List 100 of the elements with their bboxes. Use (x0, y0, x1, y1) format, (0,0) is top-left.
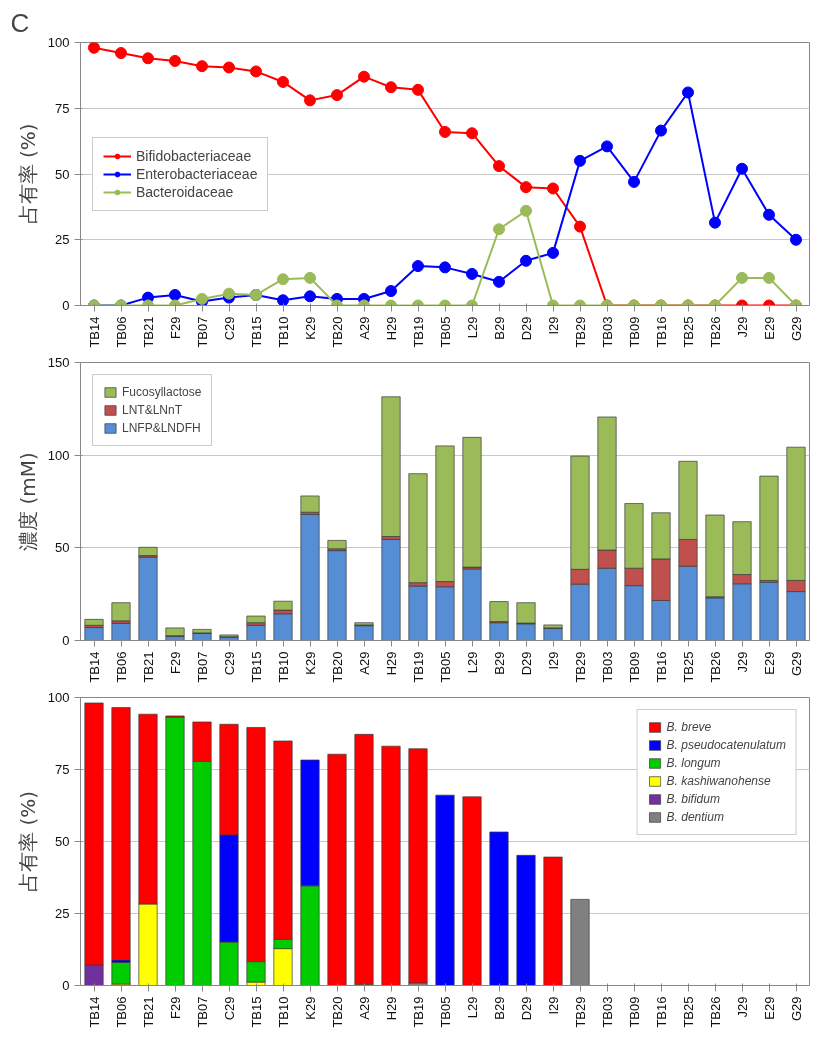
x-tick-label: K29 (302, 651, 318, 675)
y-tick-label: 100 (47, 35, 70, 50)
y-tick-label: 100 (47, 690, 70, 705)
x-tick-label: TB20 (329, 996, 345, 1028)
x-tick-label: TB29 (572, 996, 588, 1028)
x-tick-label: TB15 (248, 316, 264, 348)
y-tick-label: 25 (55, 906, 70, 921)
x-tick-label: TB29 (572, 316, 588, 348)
x-tick-label: F29 (167, 316, 183, 339)
legend-label: Bacteroidaceae (136, 183, 234, 200)
x-tick-label: TB19 (410, 996, 426, 1028)
y-tick-label: 50 (55, 540, 70, 556)
x-tick-label: I29 (545, 651, 561, 670)
x-tick-label: K29 (302, 996, 318, 1020)
legend-label: B. dentium (666, 810, 724, 824)
x-tick-label: I29 (545, 316, 561, 335)
x-tick-label: TB26 (707, 651, 723, 683)
x-tick-label: TB26 (707, 996, 723, 1028)
x-tick-label: TB06 (113, 651, 129, 683)
x-tick-label: TB03 (599, 996, 615, 1028)
y-tick-label: 0 (62, 298, 70, 313)
x-tick-label: TB10 (275, 996, 291, 1028)
x-tick-label: J29 (734, 651, 750, 673)
x-tick-label: TB07 (194, 651, 210, 683)
y-tick-label: 100 (47, 447, 70, 463)
x-tick-label: L29 (464, 651, 480, 674)
x-tick-label: TB19 (410, 651, 426, 683)
x-tick-label: C29 (221, 651, 237, 676)
x-tick-label: G29 (788, 651, 804, 677)
legend-label: Fucosyllactose (122, 385, 202, 399)
x-tick-label: TB14 (86, 316, 102, 348)
x-tick-label: A29 (356, 996, 372, 1020)
y-axis-title: 占有率 (%) (15, 791, 40, 892)
legend-label: Bifidobacteriaceae (136, 147, 252, 164)
x-tick-label: L29 (464, 996, 480, 1019)
x-tick-label: TB25 (680, 651, 696, 683)
x-tick-label: C29 (221, 316, 237, 341)
y-tick-label: 75 (55, 762, 70, 777)
x-tick-label: B29 (491, 316, 507, 340)
y-tick-label: 150 (47, 355, 70, 370)
x-tick-label: C29 (221, 996, 237, 1021)
x-tick-label: TB15 (248, 996, 264, 1028)
x-tick-label: D29 (518, 651, 534, 676)
x-tick-label: TB05 (437, 651, 453, 683)
x-tick-label: TB06 (113, 996, 129, 1028)
legend-label: B. kashiwanohense (666, 774, 771, 788)
x-tick-label: TB09 (626, 996, 642, 1028)
x-tick-label: TB07 (194, 316, 210, 348)
x-tick-label: B29 (491, 651, 507, 675)
x-tick-label: TB03 (599, 651, 615, 683)
x-tick-label: TB05 (437, 996, 453, 1028)
y-tick-label: 0 (62, 978, 70, 993)
legend-label: B. longum (666, 756, 721, 770)
x-tick-label: TB21 (140, 651, 156, 683)
x-tick-label: TB09 (626, 651, 642, 683)
x-tick-label: TB16 (653, 316, 669, 348)
x-tick-label: A29 (356, 651, 372, 675)
x-tick-label: K29 (302, 316, 318, 340)
y-tick-label: 50 (55, 834, 70, 849)
x-tick-label: H29 (383, 996, 399, 1021)
legend-label: B. pseudocatenulatum (666, 738, 786, 752)
x-tick-label: J29 (734, 316, 750, 338)
x-tick-label: TB25 (680, 996, 696, 1028)
x-tick-label: E29 (761, 316, 777, 340)
x-tick-label: TB10 (275, 316, 291, 348)
y-tick-label: 0 (62, 633, 70, 648)
x-tick-label: TB14 (86, 996, 102, 1028)
x-tick-label: TB10 (275, 651, 291, 683)
x-tick-label: D29 (518, 996, 534, 1021)
x-tick-label: G29 (788, 996, 804, 1022)
y-tick-label: 25 (55, 232, 70, 248)
legend-label: Enterobacteriaceae (136, 165, 258, 182)
x-tick-label: TB03 (599, 316, 615, 348)
y-tick-label: 50 (55, 166, 70, 182)
x-tick-label: TB09 (626, 316, 642, 348)
x-tick-label: TB21 (140, 316, 156, 348)
y-axis-title: 占有率 (%) (15, 123, 40, 225)
x-tick-label: L29 (464, 316, 480, 339)
x-tick-label: E29 (761, 996, 777, 1020)
x-tick-label: TB25 (680, 316, 696, 348)
legend-label: LNT&LNnT (122, 403, 183, 417)
x-tick-label: H29 (383, 651, 399, 676)
x-tick-label: TB16 (653, 651, 669, 683)
x-tick-label: TB16 (653, 996, 669, 1028)
x-tick-label: F29 (167, 996, 183, 1019)
x-tick-label: G29 (788, 316, 804, 342)
x-tick-label: H29 (383, 316, 399, 341)
legend-label: LNFP&LNDFH (122, 421, 201, 435)
x-tick-label: F29 (167, 651, 183, 674)
x-tick-label: B29 (491, 996, 507, 1020)
x-tick-label: D29 (518, 316, 534, 341)
x-tick-label: TB05 (437, 316, 453, 348)
y-axis-title: 濃度 (mM) (15, 452, 40, 551)
x-tick-label: A29 (356, 316, 372, 340)
x-tick-label: TB26 (707, 316, 723, 348)
text: C (10, 7, 30, 38)
x-tick-label: TB20 (329, 316, 345, 348)
x-tick-label: TB06 (113, 316, 129, 348)
x-tick-label: I29 (545, 996, 561, 1015)
legend-label: B. breve (666, 720, 712, 734)
